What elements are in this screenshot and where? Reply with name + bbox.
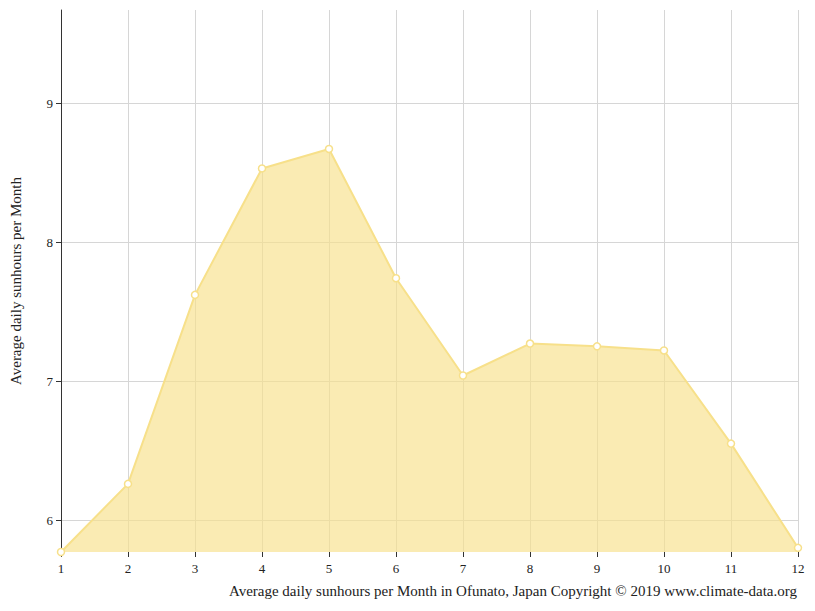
svg-text:1: 1 — [58, 561, 65, 576]
svg-text:9: 9 — [594, 561, 601, 576]
svg-text:6: 6 — [47, 513, 54, 528]
svg-text:Average daily sunhours per Mon: Average daily sunhours per Month in Ofun… — [229, 583, 798, 599]
svg-text:4: 4 — [259, 561, 266, 576]
svg-text:5: 5 — [326, 561, 333, 576]
svg-text:Average daily sunhours per Mon: Average daily sunhours per Month — [8, 177, 24, 386]
svg-text:6: 6 — [393, 561, 400, 576]
svg-text:7: 7 — [47, 374, 54, 389]
svg-text:12: 12 — [792, 561, 805, 576]
svg-text:8: 8 — [47, 235, 54, 250]
svg-text:8: 8 — [527, 561, 534, 576]
svg-text:7: 7 — [460, 561, 467, 576]
svg-text:11: 11 — [725, 561, 738, 576]
svg-text:10: 10 — [658, 561, 671, 576]
svg-text:3: 3 — [192, 561, 199, 576]
svg-text:9: 9 — [47, 96, 54, 111]
svg-text:2: 2 — [125, 561, 132, 576]
